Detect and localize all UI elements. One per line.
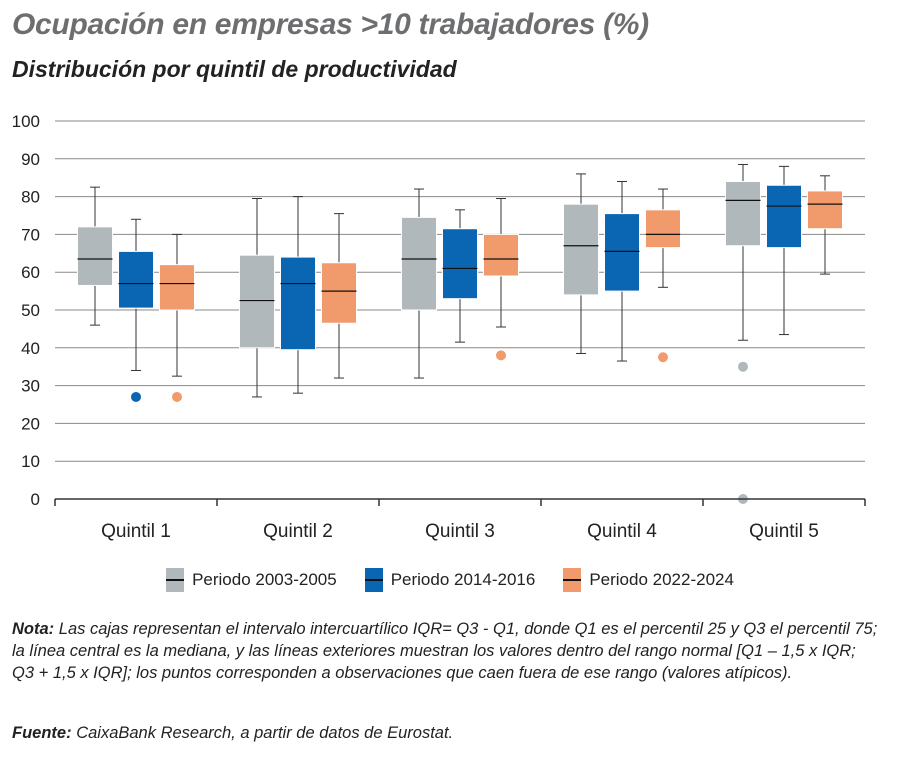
box-periodo-2022-2024-5 — [807, 175, 843, 275]
y-axis-tick-labels: 0 10 20 30 40 50 60 70 80 90 100 — [12, 112, 40, 509]
y-tick-label: 50 — [21, 301, 40, 320]
chart-title: Ocupación en empresas >10 trabajadores (… — [12, 8, 649, 41]
box-periodo-2014-2016-3 — [442, 209, 478, 343]
iqr-box — [766, 184, 802, 249]
box-periodo-2003-2005-5 — [725, 163, 761, 504]
y-tick-label: 40 — [21, 339, 40, 358]
box-periodo-2014-2016-4 — [604, 180, 640, 362]
box-plots — [77, 163, 843, 504]
box-periodo-2003-2005-4 — [563, 173, 599, 354]
legend-label-2003-2005: Periodo 2003-2005 — [192, 570, 337, 589]
iqr-box — [807, 190, 843, 230]
source-text: CaixaBank Research, a partir de datos de… — [76, 724, 454, 742]
box-periodo-2022-2024-2 — [321, 213, 357, 379]
box-periodo-2014-2016-1 — [118, 218, 154, 402]
y-tick-label: 30 — [21, 377, 40, 396]
outlier-point — [172, 391, 182, 402]
x-axis-category-labels: Quintil 1 Quintil 2 Quintil 3 Quintil 4 Quin… — [101, 521, 819, 542]
y-tick-label: 0 — [31, 490, 40, 509]
note-label: Nota: — [12, 620, 55, 638]
x-category-label: Quintil 3 — [425, 521, 495, 542]
y-tick-label: 20 — [21, 414, 40, 433]
box-periodo-2022-2024-4 — [645, 188, 681, 363]
y-tick-label: 10 — [21, 452, 40, 471]
chart-source: Fuente: CaixaBank Research, a partir de … — [12, 724, 453, 743]
iqr-box — [645, 209, 681, 249]
box-periodo-2003-2005-3 — [401, 188, 437, 379]
legend-item-2022-2024: Periodo 2022-2024 — [563, 568, 734, 592]
iqr-box — [239, 254, 275, 349]
legend-item-2003-2005: Periodo 2003-2005 — [166, 568, 337, 592]
legend-swatch-2003-2005 — [166, 568, 185, 592]
legend-label-2014-2016: Periodo 2014-2016 — [390, 570, 536, 589]
iqr-box — [725, 180, 761, 247]
iqr-box — [77, 226, 113, 286]
y-tick-label: 80 — [21, 188, 40, 207]
iqr-box — [159, 264, 195, 311]
source-label: Fuente: — [12, 724, 72, 742]
box-periodo-2014-2016-2 — [280, 196, 316, 394]
y-tick-label: 70 — [21, 225, 40, 244]
legend: Periodo 2003-2005 Periodo 2014-2016 Peri… — [0, 568, 900, 592]
legend-swatch-2022-2024 — [563, 568, 582, 592]
box-periodo-2014-2016-5 — [766, 165, 802, 336]
iqr-box — [483, 233, 519, 277]
iqr-box — [401, 216, 437, 311]
iqr-box — [563, 203, 599, 296]
outlier-point — [658, 352, 668, 363]
y-tick-label: 100 — [12, 112, 40, 131]
iqr-box — [118, 250, 154, 309]
chart-subtitle: Distribución por quintil de productivida… — [12, 56, 457, 82]
legend-item-2014-2016: Periodo 2014-2016 — [364, 568, 536, 592]
note-text: Las cajas representan el intervalo inter… — [12, 620, 878, 682]
x-category-label: Quintil 1 — [101, 521, 171, 542]
x-axis — [54, 498, 866, 506]
box-periodo-2022-2024-1 — [159, 233, 195, 402]
legend-label-2022-2024: Periodo 2022-2024 — [589, 570, 734, 589]
x-category-label: Quintil 2 — [263, 521, 333, 542]
outlier-point — [738, 361, 748, 372]
outlier-point — [496, 350, 506, 361]
x-category-label: Quintil 4 — [587, 521, 657, 542]
y-tick-label: 60 — [21, 263, 40, 282]
iqr-box — [604, 213, 640, 292]
x-category-label: Quintil 5 — [749, 521, 819, 542]
iqr-box — [442, 228, 478, 300]
iqr-box — [321, 262, 357, 324]
legend-swatch-2014-2016 — [364, 568, 383, 592]
iqr-box — [280, 256, 316, 351]
box-periodo-2022-2024-3 — [483, 197, 519, 361]
box-periodo-2003-2005-2 — [239, 197, 275, 398]
y-tick-label: 90 — [21, 150, 40, 169]
outlier-point — [131, 391, 141, 402]
box-periodo-2003-2005-1 — [77, 186, 113, 326]
chart-note: Nota: Las cajas representan el intervalo… — [12, 618, 882, 684]
